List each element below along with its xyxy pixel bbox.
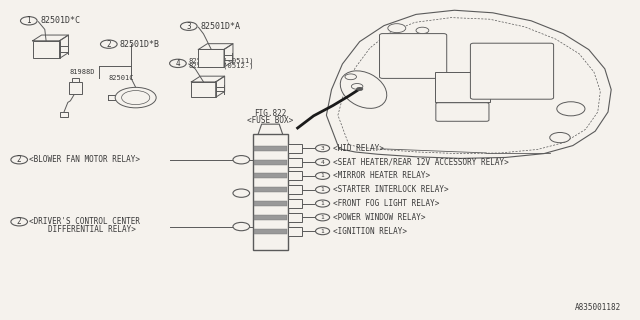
Bar bbox=[198, 50, 224, 67]
Circle shape bbox=[122, 91, 150, 105]
Text: 3: 3 bbox=[186, 22, 191, 31]
Bar bbox=[72, 78, 79, 82]
Circle shape bbox=[316, 172, 330, 180]
Text: DIFFERENTIAL RELAY>: DIFFERENTIAL RELAY> bbox=[48, 225, 136, 234]
Bar bbox=[254, 187, 287, 192]
Bar bbox=[288, 144, 302, 153]
Circle shape bbox=[351, 84, 363, 89]
Bar bbox=[254, 201, 287, 206]
Circle shape bbox=[233, 156, 250, 164]
Bar bbox=[33, 41, 60, 59]
Bar bbox=[288, 172, 302, 180]
Text: 1: 1 bbox=[321, 229, 324, 234]
Text: <MIRROR HEATER RELAY>: <MIRROR HEATER RELAY> bbox=[333, 172, 430, 180]
Text: 82501D*C: 82501D*C bbox=[40, 16, 81, 25]
Circle shape bbox=[557, 102, 585, 116]
Text: 2: 2 bbox=[17, 155, 22, 164]
Text: FIG.822: FIG.822 bbox=[254, 109, 287, 118]
Circle shape bbox=[316, 158, 330, 165]
Text: 1: 1 bbox=[321, 201, 324, 206]
Bar bbox=[254, 229, 287, 234]
Text: 82501C: 82501C bbox=[109, 76, 134, 81]
Text: 2: 2 bbox=[17, 217, 22, 226]
Circle shape bbox=[316, 186, 330, 193]
Bar bbox=[254, 173, 287, 178]
Text: <DRIVER'S CONTROL CENTER: <DRIVER'S CONTROL CENTER bbox=[29, 217, 140, 226]
Circle shape bbox=[180, 22, 197, 30]
Circle shape bbox=[316, 200, 330, 207]
FancyBboxPatch shape bbox=[436, 103, 489, 121]
FancyBboxPatch shape bbox=[380, 34, 447, 78]
Bar bbox=[69, 82, 82, 94]
Bar bbox=[288, 185, 302, 194]
Text: <HID RELAY>: <HID RELAY> bbox=[333, 144, 383, 153]
Text: <IGNITION RELAY>: <IGNITION RELAY> bbox=[333, 227, 407, 236]
Circle shape bbox=[416, 27, 429, 34]
Text: 4: 4 bbox=[321, 160, 324, 164]
Ellipse shape bbox=[340, 71, 387, 108]
Text: <FRONT FOG LIGHT RELAY>: <FRONT FOG LIGHT RELAY> bbox=[333, 199, 439, 208]
Circle shape bbox=[170, 59, 186, 68]
Text: <POWER WINDOW RELAY>: <POWER WINDOW RELAY> bbox=[333, 213, 426, 222]
Text: 1: 1 bbox=[321, 173, 324, 178]
Text: <BLOWER FAN MOTOR RELAY>: <BLOWER FAN MOTOR RELAY> bbox=[29, 155, 140, 164]
Circle shape bbox=[388, 24, 406, 33]
Circle shape bbox=[345, 74, 356, 80]
Text: 82501D*B: 82501D*B bbox=[119, 40, 159, 49]
Text: <SEAT HEATER/REAR 12V ACCESSORY RELAY>: <SEAT HEATER/REAR 12V ACCESSORY RELAY> bbox=[333, 157, 509, 166]
Bar bbox=[288, 227, 302, 236]
Circle shape bbox=[11, 218, 28, 226]
Text: 4: 4 bbox=[175, 59, 180, 68]
Circle shape bbox=[233, 189, 250, 197]
Bar bbox=[254, 146, 287, 151]
Text: 82501D*C(0512-): 82501D*C(0512-) bbox=[189, 63, 255, 69]
Bar bbox=[254, 160, 287, 164]
Bar bbox=[191, 82, 216, 97]
Text: 2: 2 bbox=[106, 40, 111, 49]
Bar bbox=[60, 112, 68, 117]
Text: <FUSE BOX>: <FUSE BOX> bbox=[247, 116, 294, 124]
Text: 3: 3 bbox=[321, 146, 324, 151]
Text: 81988D: 81988D bbox=[69, 69, 95, 75]
Text: 1: 1 bbox=[321, 215, 324, 220]
Circle shape bbox=[11, 156, 28, 164]
Circle shape bbox=[233, 222, 250, 231]
Bar bbox=[288, 213, 302, 222]
Circle shape bbox=[316, 214, 330, 221]
Bar bbox=[288, 157, 302, 166]
Bar bbox=[253, 134, 288, 250]
FancyBboxPatch shape bbox=[470, 43, 554, 99]
Bar bbox=[254, 215, 287, 220]
Circle shape bbox=[115, 87, 156, 108]
Circle shape bbox=[550, 132, 570, 143]
Circle shape bbox=[100, 40, 117, 48]
Bar bbox=[435, 72, 490, 102]
Circle shape bbox=[356, 87, 363, 91]
Circle shape bbox=[316, 228, 330, 235]
Bar bbox=[288, 199, 302, 208]
Text: 82501D*A(-0511): 82501D*A(-0511) bbox=[189, 58, 255, 64]
Text: A835001182: A835001182 bbox=[575, 303, 621, 312]
Text: 82501D*A: 82501D*A bbox=[200, 22, 241, 31]
Text: <STARTER INTERLOCK RELAY>: <STARTER INTERLOCK RELAY> bbox=[333, 185, 449, 194]
Circle shape bbox=[316, 145, 330, 152]
Text: 1: 1 bbox=[321, 187, 324, 192]
Circle shape bbox=[20, 17, 37, 25]
Text: 1: 1 bbox=[26, 16, 31, 25]
